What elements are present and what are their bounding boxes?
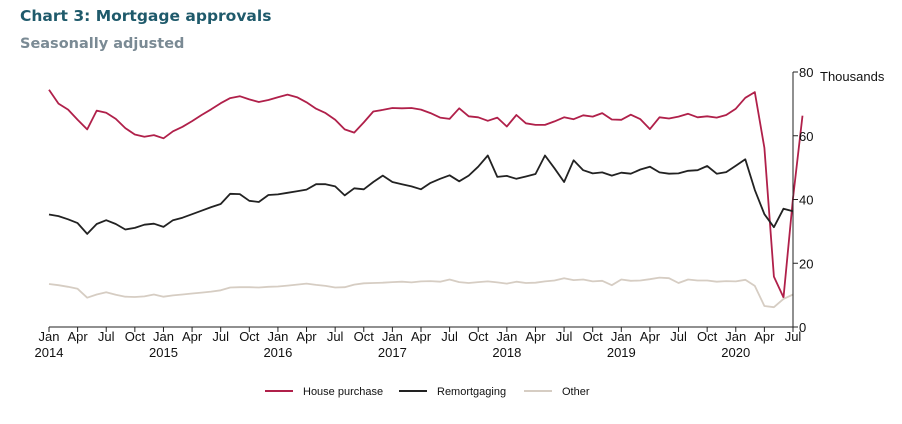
- x-tick-label: Oct: [697, 329, 718, 344]
- x-tick-label: Oct: [354, 329, 375, 344]
- x-tick-label: Apr: [525, 329, 546, 344]
- x-tick-label: Jul: [98, 329, 115, 344]
- x-year-label: 2015: [149, 345, 178, 360]
- y-axis-label: Thousands: [820, 69, 885, 84]
- x-tick-label: Jul: [785, 329, 802, 344]
- x-tick-label: Oct: [125, 329, 146, 344]
- x-year-label: 2019: [607, 345, 636, 360]
- legend-label: Remortgaging: [437, 386, 506, 398]
- x-tick-label: Jul: [441, 329, 458, 344]
- series-line-remortgaging: [48, 154, 794, 235]
- x-tick-label: Jan: [725, 329, 746, 344]
- chart-subtitle: Seasonally adjusted: [20, 36, 185, 52]
- x-tick-label: Apr: [67, 329, 88, 344]
- x-tick-label: Jul: [327, 329, 344, 344]
- x-tick-label: Jan: [153, 329, 174, 344]
- y-tick-label: 40: [799, 193, 813, 208]
- series-layer: [48, 89, 804, 309]
- x-tick-label: Apr: [411, 329, 432, 344]
- legend-label: House purchase: [303, 386, 383, 398]
- x-tick-label: Jan: [382, 329, 403, 344]
- chart-title: Chart 3: Mortgage approvals: [20, 7, 272, 25]
- x-tick-label: Apr: [296, 329, 317, 344]
- legend-label: Other: [562, 386, 590, 398]
- x-tick-label: Apr: [754, 329, 775, 344]
- x-tick-label: Jan: [39, 329, 60, 344]
- series-line-other: [48, 276, 794, 309]
- x-tick-label: Jul: [556, 329, 573, 344]
- x-year-label: 2014: [35, 345, 64, 360]
- x-year-label: 2016: [263, 345, 292, 360]
- x-tick-label: Jul: [670, 329, 687, 344]
- x-year-label: 2018: [492, 345, 521, 360]
- series-line-house-purchase: [48, 89, 804, 299]
- x-tick-label: Jan: [267, 329, 288, 344]
- x-year-label: 2020: [721, 345, 750, 360]
- x-year-label: 2017: [378, 345, 407, 360]
- x-tick-label: Apr: [640, 329, 661, 344]
- y-tick-label: 80: [799, 65, 813, 80]
- x-tick-label: Oct: [583, 329, 604, 344]
- x-tick-label: Apr: [182, 329, 203, 344]
- x-tick-label: Jan: [611, 329, 632, 344]
- x-tick-label: Jul: [212, 329, 229, 344]
- x-tick-label: Oct: [468, 329, 489, 344]
- y-tick-label: 60: [799, 129, 813, 144]
- x-tick-label: Oct: [239, 329, 260, 344]
- y-tick-label: 20: [799, 256, 813, 271]
- legend: House purchase Remortgaging Other: [265, 386, 590, 398]
- x-tick-label: Jan: [496, 329, 517, 344]
- y-tick-label: 0: [799, 320, 806, 335]
